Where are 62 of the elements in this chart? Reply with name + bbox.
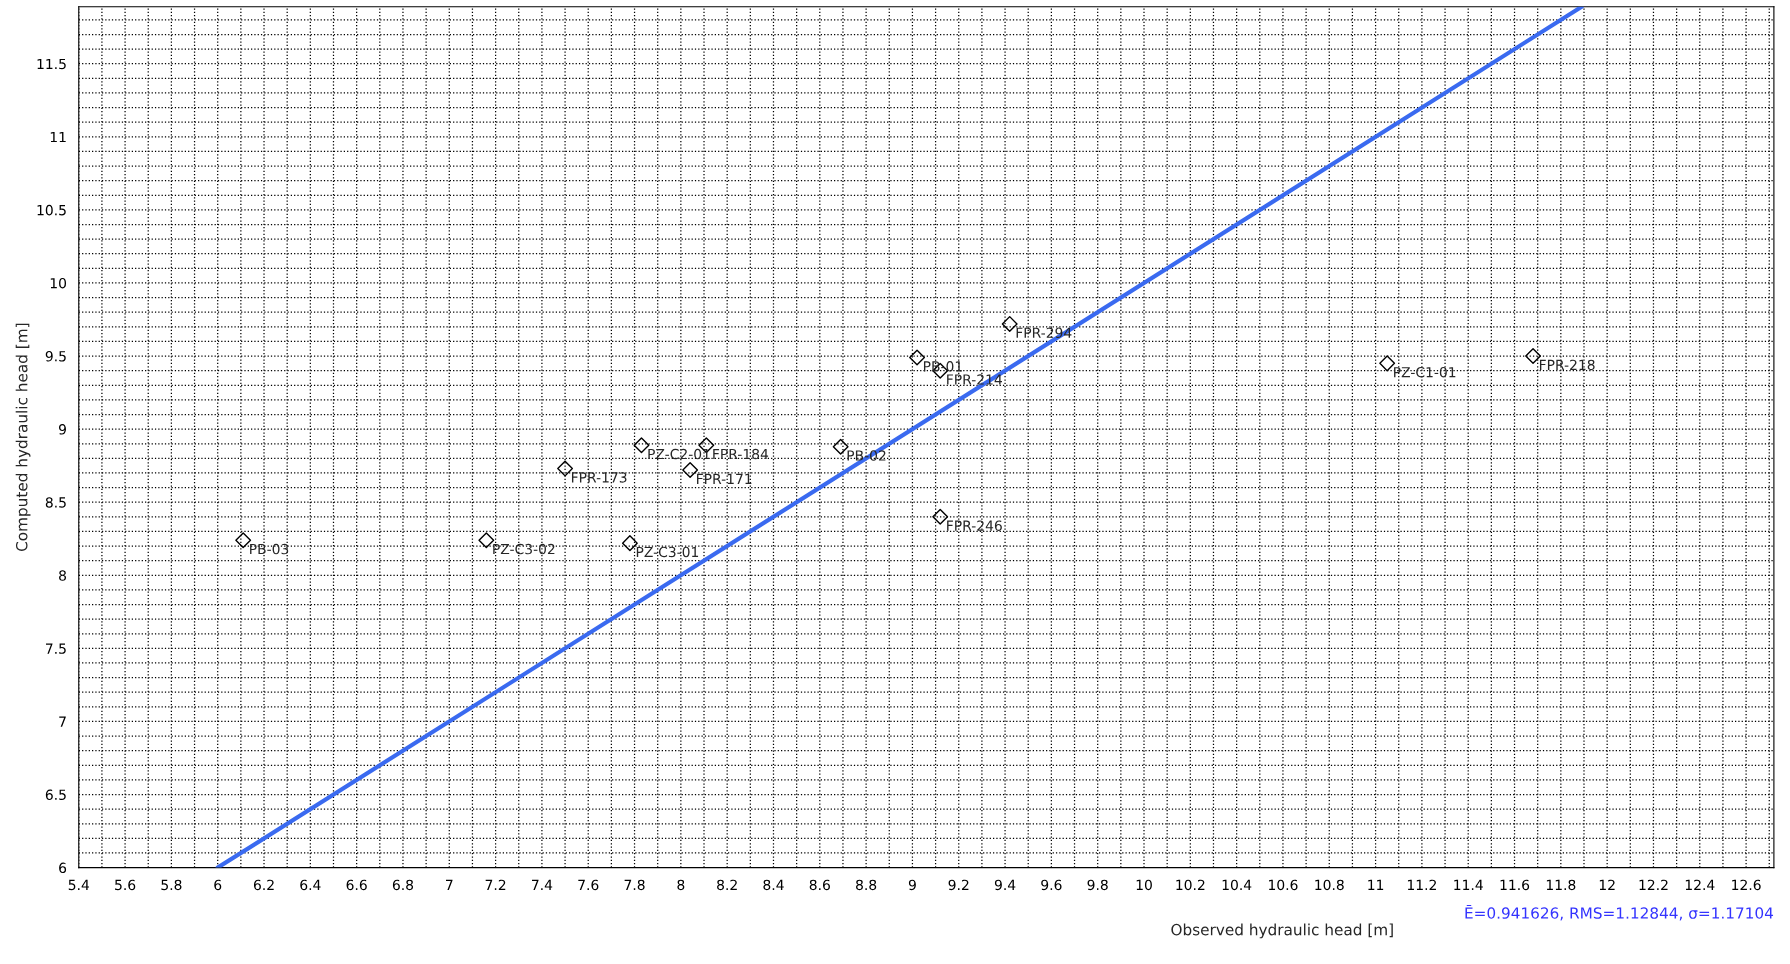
y-tick-label: 11 bbox=[50, 131, 66, 143]
y-tick-label: 6.5 bbox=[45, 789, 66, 800]
x-tick-label: 8 bbox=[677, 879, 685, 891]
x-tick-label: 12.2 bbox=[1639, 879, 1668, 890]
y-tick-label: 8.5 bbox=[45, 497, 66, 508]
x-tick-label: 6.6 bbox=[346, 879, 367, 891]
x-tick-label: 6.8 bbox=[392, 879, 414, 891]
y-axis-title: Computed hydraulic head [m] bbox=[15, 323, 31, 552]
x-tick-label: 8.8 bbox=[856, 879, 877, 891]
x-tick-label: 9.6 bbox=[1041, 879, 1062, 891]
x-tick-label: 11.8 bbox=[1546, 879, 1576, 891]
x-tick-label: 5.4 bbox=[68, 879, 90, 891]
x-tick-label: 7 bbox=[446, 879, 453, 890]
x-tick-label: 9 bbox=[908, 879, 916, 891]
x-tick-label: 10.2 bbox=[1176, 879, 1205, 891]
data-label: FPR-184 bbox=[713, 448, 769, 460]
data-label: PB-03 bbox=[250, 543, 289, 555]
y-tick-label: 9 bbox=[58, 424, 66, 435]
x-tick-label: 11.4 bbox=[1454, 879, 1483, 890]
x-tick-label: 10 bbox=[1136, 879, 1152, 891]
x-tick-label: 6 bbox=[214, 879, 222, 891]
x-tick-label: 7.6 bbox=[578, 879, 599, 891]
x-tick-label: 12.4 bbox=[1685, 879, 1715, 890]
y-tick-label: 6 bbox=[59, 862, 67, 874]
data-label: FPR-246 bbox=[947, 520, 1002, 531]
x-axis-title: Observed hydraulic head [m] bbox=[1171, 923, 1393, 939]
x-tick-label: 6.2 bbox=[253, 879, 274, 891]
data-label: FPR-171 bbox=[697, 473, 752, 484]
x-tick-label: 7.8 bbox=[624, 879, 645, 891]
x-tick-label: 6.4 bbox=[300, 879, 321, 891]
y-tick-label: 7.5 bbox=[46, 643, 66, 654]
y-tick-label: 7 bbox=[59, 716, 66, 727]
data-label: PZ-C3-01 bbox=[636, 546, 699, 558]
y-tick-label: 8 bbox=[59, 570, 66, 581]
x-tick-label: 11 bbox=[1368, 879, 1384, 890]
x-tick-label: 9.4 bbox=[994, 879, 1016, 891]
data-label: FPR-218 bbox=[1539, 359, 1595, 371]
x-tick-label: 8.6 bbox=[809, 879, 830, 891]
x-tick-label: 8.4 bbox=[763, 879, 784, 891]
x-tick-label: 10.8 bbox=[1315, 879, 1344, 891]
x-tick-label: 7.4 bbox=[532, 879, 553, 890]
data-label: PZ-C3-02 bbox=[493, 543, 555, 555]
x-tick-label: 9.2 bbox=[948, 879, 969, 891]
data-label: PZ-C2-01 bbox=[648, 448, 710, 460]
x-tick-label: 11.2 bbox=[1407, 879, 1436, 890]
data-label: PZ-C1-01 bbox=[1394, 366, 1456, 378]
y-tick-label: 11.5 bbox=[37, 58, 66, 70]
x-tick-label: 7.2 bbox=[485, 879, 506, 890]
x-tick-label: 11.6 bbox=[1500, 879, 1530, 891]
x-tick-label: 8.2 bbox=[717, 879, 737, 891]
x-tick-label: 9.8 bbox=[1087, 879, 1108, 891]
y-tick-label: 9.5 bbox=[45, 351, 66, 362]
x-tick-label: 5.8 bbox=[161, 879, 182, 891]
x-tick-label: 10.6 bbox=[1269, 879, 1298, 891]
text: Ē=0.941626, RMS=1.12844, σ=1.17104 bbox=[1465, 904, 1774, 921]
x-tick-label: 5.6 bbox=[115, 879, 136, 891]
data-label: FPR-173 bbox=[571, 472, 627, 483]
y-tick-label: 10.5 bbox=[37, 204, 66, 216]
x-tick-label: 12.6 bbox=[1732, 879, 1761, 891]
x-tick-label: 12 bbox=[1599, 879, 1615, 890]
x-tick-label: 10.4 bbox=[1222, 879, 1252, 891]
y-tick-label: 10 bbox=[50, 277, 67, 289]
